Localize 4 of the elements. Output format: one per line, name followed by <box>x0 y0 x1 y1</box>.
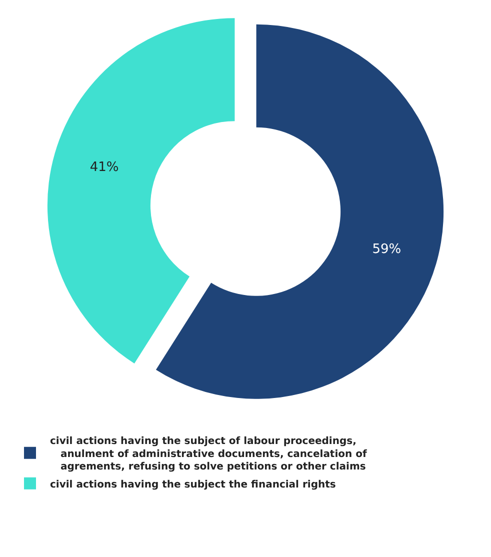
legend-label: civil actions having the subject the financial rights <box>50 479 336 490</box>
legend-label: civil actions having the subject of labour proceedings, anulment of administrative documents, cancelation of agrements, refusing to solve petitions or other claims <box>50 436 368 473</box>
data-label: 59% <box>372 242 402 258</box>
data-label: 41% <box>90 160 119 175</box>
